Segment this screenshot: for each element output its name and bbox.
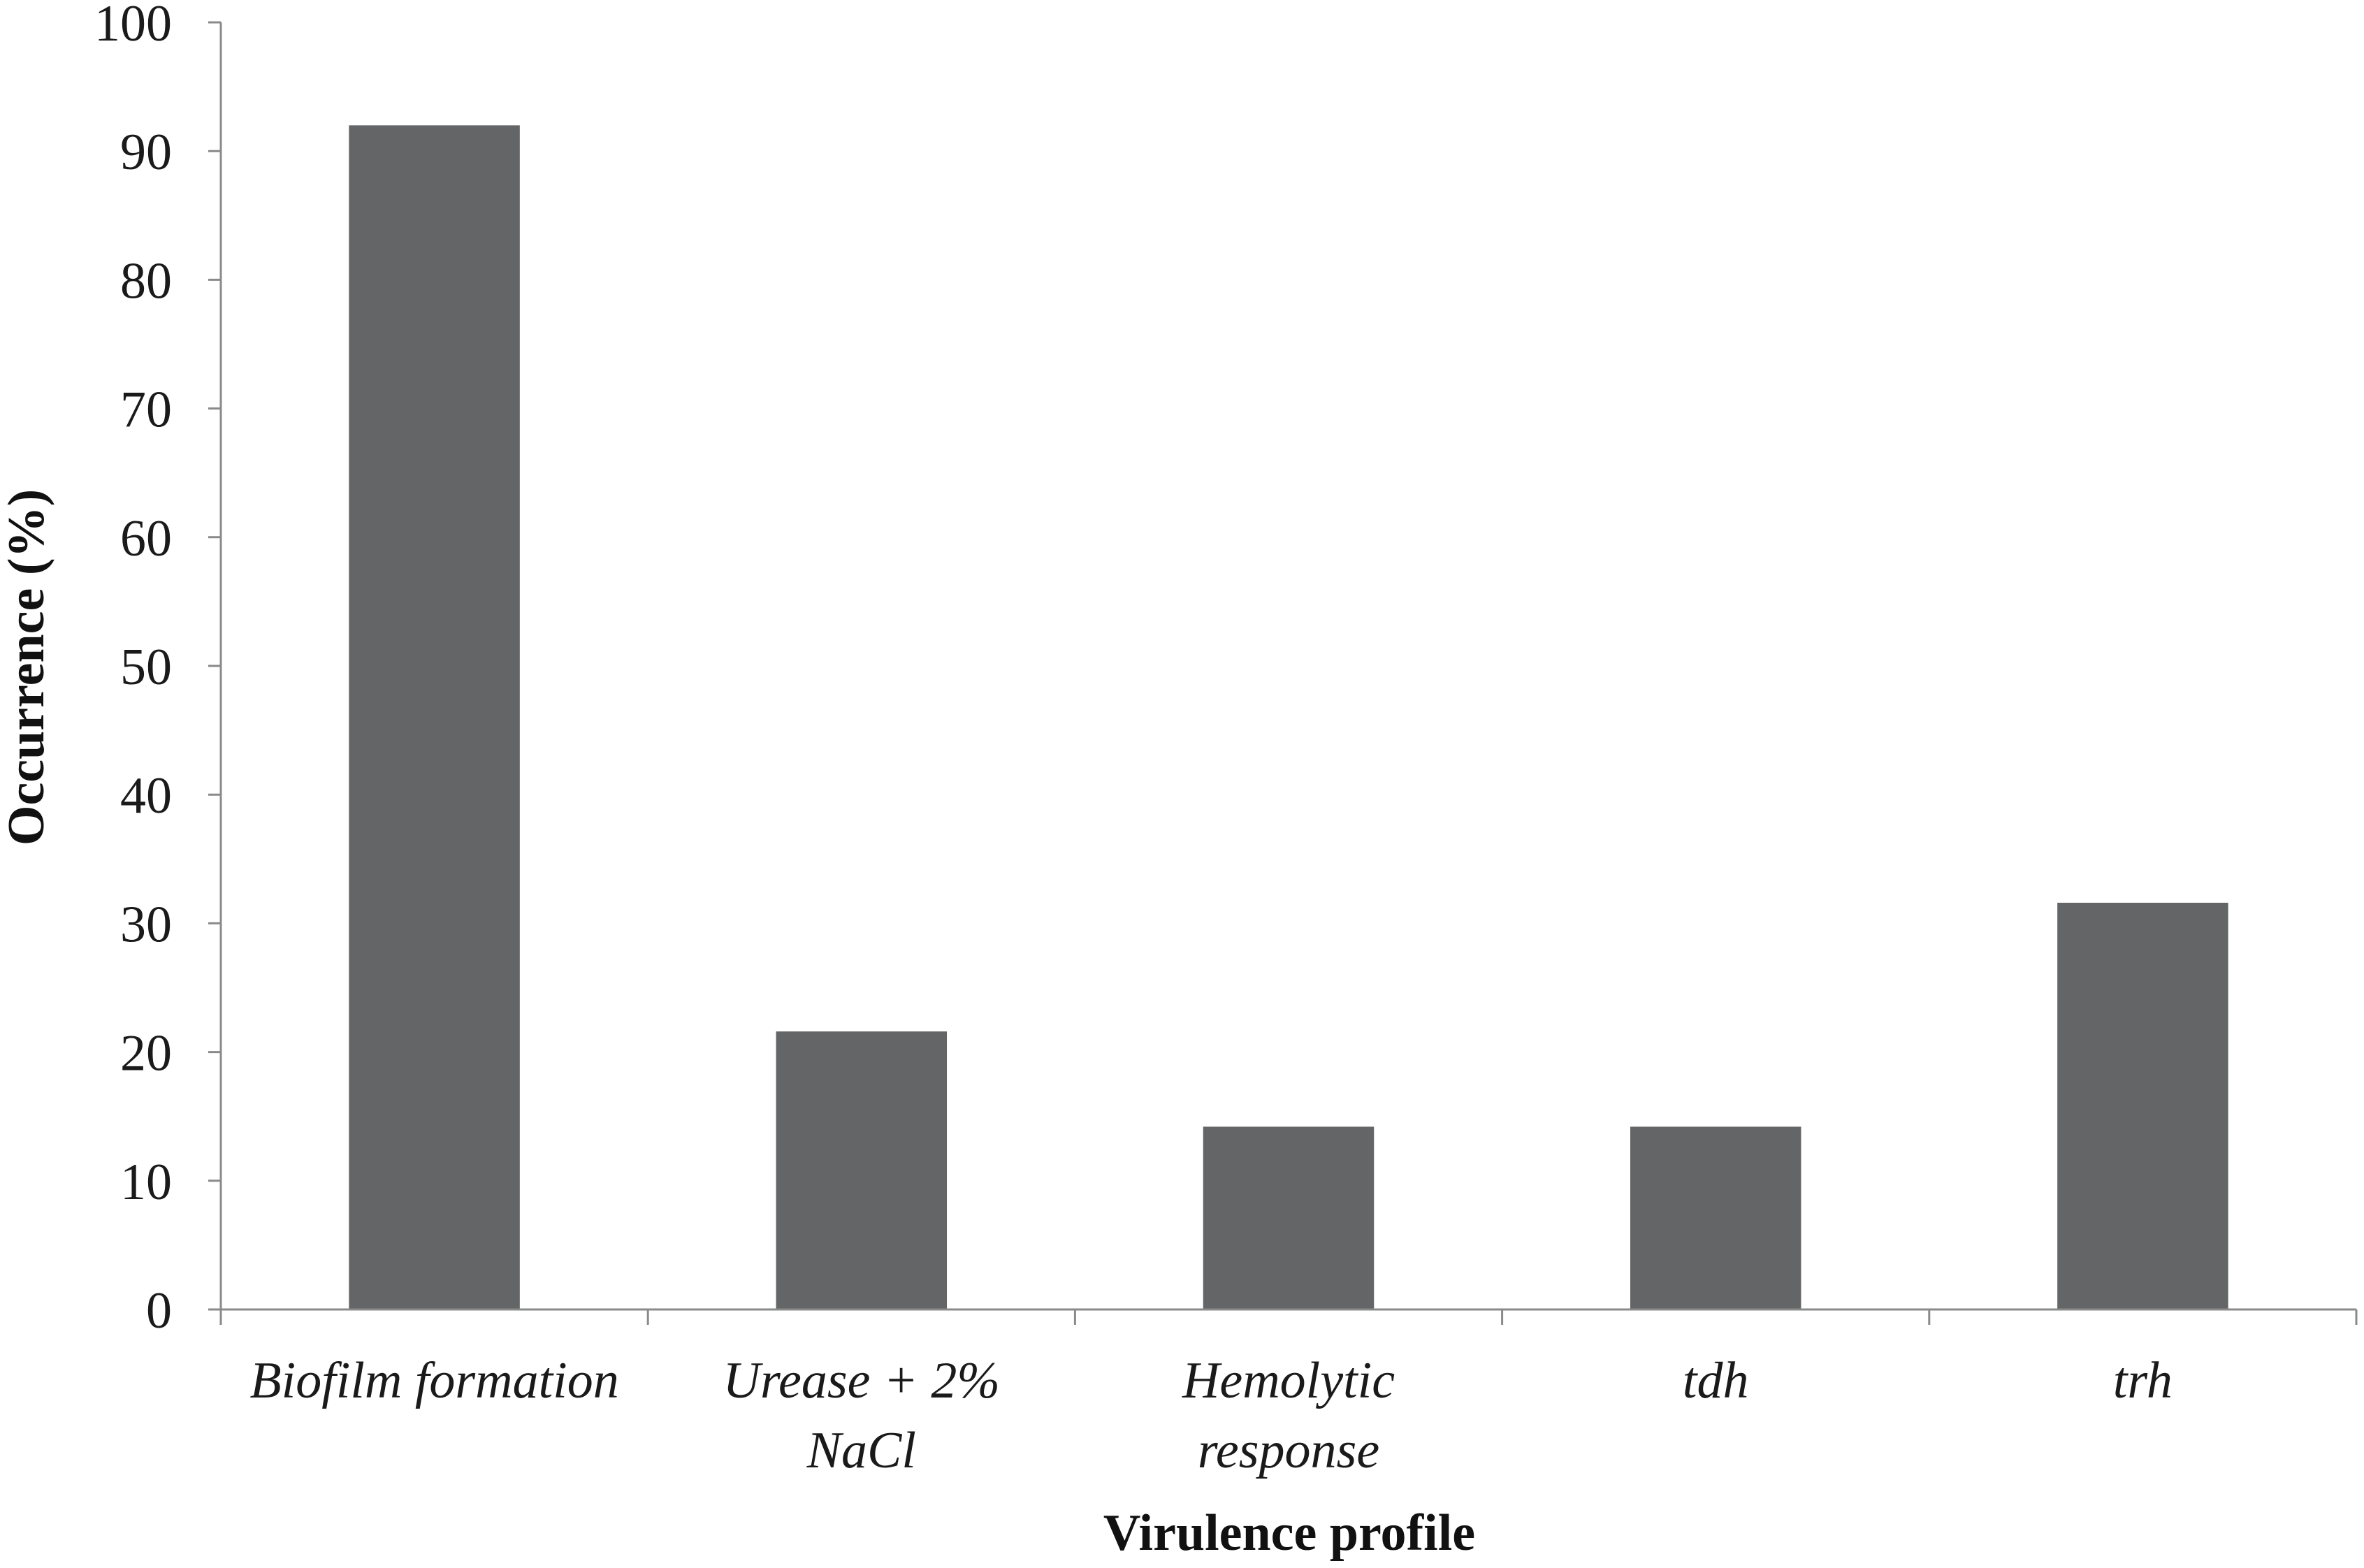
y-tick-label-10: 100	[94, 0, 172, 52]
x-tick-label-4-0: trh	[2113, 1352, 2173, 1409]
y-tick-label-7: 70	[120, 382, 172, 439]
bar-3	[1630, 1126, 1801, 1309]
y-tick-label-9: 90	[120, 124, 172, 181]
y-tick-label-4: 40	[120, 767, 172, 825]
y-tick-label-1: 10	[120, 1154, 172, 1211]
bars-group	[349, 125, 2228, 1310]
x-axis-title: Virulence profile	[1103, 1504, 1475, 1562]
x-tick-label-3-0: tdh	[1683, 1352, 1749, 1409]
bar-0	[349, 125, 520, 1310]
axes-group	[208, 21, 2358, 1325]
x-tick-label-2-1: response	[1198, 1422, 1379, 1479]
bar-1	[776, 1031, 948, 1309]
bar-4	[2057, 902, 2228, 1309]
bar-2	[1203, 1126, 1375, 1309]
x-tick-labels: Biofilm formation Urease + 2% NaCl Hemolyti…	[249, 1352, 2172, 1479]
y-tick-label-5: 50	[120, 639, 172, 696]
x-tick-label-1-1: NaCl	[806, 1422, 916, 1479]
y-axis-title: Occurrence (%)	[0, 489, 55, 845]
y-tick-label-2: 20	[120, 1025, 172, 1082]
x-tick-label-2-0: Hemolytic	[1182, 1352, 1395, 1409]
x-tick-label-0-0: Biofilm formation	[249, 1352, 618, 1409]
x-tick-label-1-0: Urease + 2%	[723, 1352, 1001, 1409]
y-tick-label-3: 30	[120, 896, 172, 953]
y-tick-label-6: 60	[120, 510, 172, 567]
y-tick-label-8: 80	[120, 252, 172, 310]
y-tick-label-0: 0	[146, 1282, 172, 1340]
y-tick-labels: 0 10 20 30 40 50 60 70 80 90 100	[94, 0, 172, 1340]
